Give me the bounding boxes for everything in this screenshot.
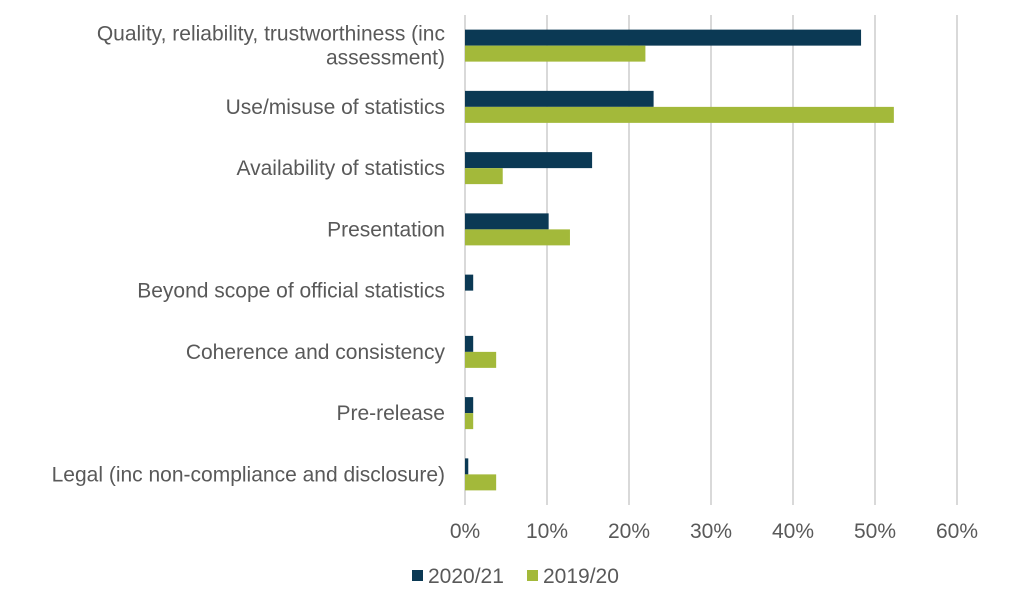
category-label: Coherence and consistency <box>186 341 446 364</box>
x-tick-label: 50% <box>854 520 896 543</box>
bar-2019-20-7 <box>465 474 497 491</box>
x-tick-label: 40% <box>772 520 814 543</box>
category-label: Presentation <box>327 218 445 241</box>
category-label-line: assessment) <box>326 47 445 70</box>
category-label: Pre-release <box>336 402 445 425</box>
bar-2019-20-1 <box>465 106 894 123</box>
bar-2020-21-6 <box>465 397 474 414</box>
x-tick-label: 20% <box>608 520 650 543</box>
category-label: Legal (inc non-compliance and disclosure… <box>52 463 445 486</box>
x-tick-label: 60% <box>936 520 978 543</box>
bar-2019-20-5 <box>465 351 497 368</box>
legend-label: 2019/20 <box>543 565 619 588</box>
category-label: Quality, reliability, trustworthiness (i… <box>97 23 445 70</box>
bar-2020-21-7 <box>465 458 469 475</box>
bar-2020-21-1 <box>465 90 654 107</box>
bars <box>465 29 894 491</box>
category-label-line: Beyond scope of official statistics <box>137 280 445 303</box>
category-label-line: Quality, reliability, trustworthiness (i… <box>97 23 445 46</box>
category-labels: Quality, reliability, trustworthiness (i… <box>52 23 446 487</box>
category-label-line: Coherence and consistency <box>186 341 446 364</box>
bar-2019-20-6 <box>465 413 474 430</box>
category-label: Use/misuse of statistics <box>226 96 445 119</box>
category-label-line: Use/misuse of statistics <box>226 96 445 119</box>
x-tick-label: 0% <box>450 520 480 543</box>
category-label-line: Presentation <box>327 218 445 241</box>
x-tick-label: 10% <box>526 520 568 543</box>
bar-2019-20-0 <box>465 45 646 62</box>
legend: 2020/21 2019/20 <box>412 565 619 588</box>
legend-swatch <box>527 570 538 581</box>
legend-swatch <box>412 570 423 581</box>
category-label: Beyond scope of official statistics <box>137 280 445 303</box>
x-axis-tick-labels: 0% 10% 20% 30% 40% 50% 60% <box>450 520 978 543</box>
bar-2020-21-2 <box>465 152 593 169</box>
category-label-line: Pre-release <box>336 402 445 425</box>
x-tick-label: 30% <box>690 520 732 543</box>
bar-2020-21-5 <box>465 335 474 352</box>
bar-2020-21-3 <box>465 213 549 230</box>
bar-2020-21-0 <box>465 29 862 46</box>
category-label: Availability of statistics <box>236 157 445 180</box>
bar-2019-20-2 <box>465 168 503 185</box>
category-label-line: Availability of statistics <box>236 157 445 180</box>
bar-2020-21-4 <box>465 274 474 291</box>
bar-2019-20-3 <box>465 229 570 246</box>
gridlines <box>464 15 958 505</box>
category-label-line: Legal (inc non-compliance and disclosure… <box>52 463 445 486</box>
legend-label: 2020/21 <box>428 565 504 588</box>
